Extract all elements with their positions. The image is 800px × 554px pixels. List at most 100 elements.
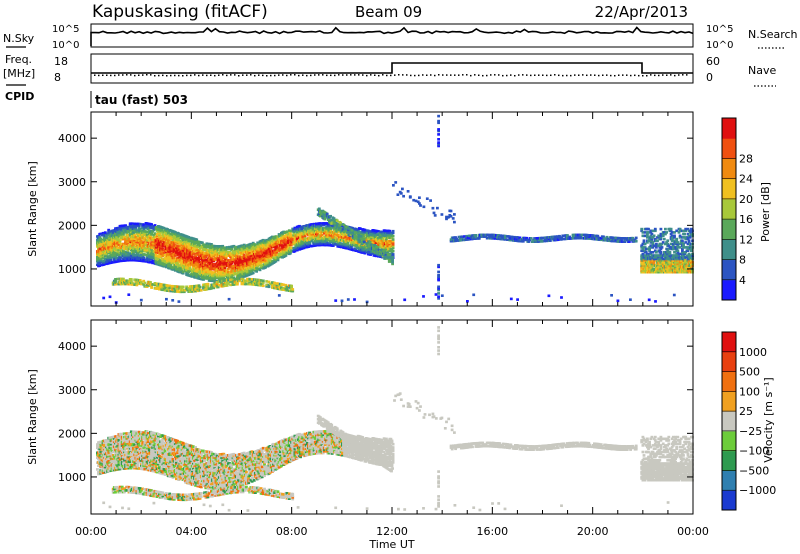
echo-cell bbox=[192, 252, 195, 255]
echo-cell bbox=[126, 249, 130, 252]
nave-dot bbox=[522, 74, 524, 76]
echo-cell bbox=[328, 224, 332, 227]
echo-cell bbox=[142, 244, 146, 248]
echo-cell bbox=[142, 228, 146, 231]
echo-cell bbox=[169, 264, 173, 267]
nave-dot bbox=[142, 74, 144, 76]
echo-cell bbox=[307, 228, 310, 232]
echo-cell bbox=[303, 229, 307, 233]
echo-cell bbox=[122, 277, 125, 281]
nave-dot bbox=[198, 74, 200, 77]
echo-cell bbox=[316, 232, 319, 235]
echo-cell bbox=[147, 247, 151, 251]
nave-dot bbox=[414, 74, 416, 77]
echo-cell bbox=[114, 255, 117, 259]
echo-cell bbox=[198, 247, 202, 251]
echo-cell bbox=[107, 245, 111, 248]
echo-cell bbox=[194, 256, 197, 259]
echo-cell bbox=[176, 263, 179, 266]
echo-cell bbox=[166, 259, 169, 263]
echo-cell bbox=[289, 232, 292, 235]
echo-cell bbox=[232, 283, 236, 286]
echo-cell bbox=[229, 255, 232, 259]
echo-cell bbox=[391, 253, 395, 256]
echo-cell bbox=[198, 265, 202, 269]
echo-cell bbox=[196, 289, 200, 293]
echo-cell bbox=[149, 261, 152, 264]
echo-cell bbox=[211, 272, 214, 276]
echo-cell bbox=[127, 237, 131, 240]
echo-cell bbox=[225, 261, 229, 264]
echo-cell bbox=[344, 245, 348, 248]
echo-cell bbox=[322, 227, 326, 230]
echo-cell bbox=[147, 254, 151, 257]
nave-dot bbox=[410, 74, 412, 77]
echo-cell bbox=[145, 233, 149, 237]
echo-cell bbox=[284, 283, 288, 287]
echo-cell bbox=[284, 240, 288, 244]
echo-cell bbox=[285, 285, 289, 289]
echo-cell bbox=[232, 266, 236, 270]
echo-cell bbox=[135, 244, 139, 247]
echo-cell bbox=[213, 278, 217, 281]
echo-cell bbox=[363, 237, 366, 240]
echo-cell bbox=[205, 254, 209, 257]
echo-cell bbox=[217, 273, 221, 276]
echo-cell bbox=[243, 281, 247, 284]
echo-cell bbox=[202, 271, 205, 275]
echo-cell bbox=[145, 258, 149, 262]
echo-cell bbox=[318, 240, 322, 243]
echo-cell bbox=[147, 259, 151, 262]
echo-cell bbox=[234, 254, 238, 257]
echo-cell bbox=[402, 194, 405, 198]
echo-cell bbox=[117, 254, 121, 258]
nave-dot bbox=[450, 74, 452, 76]
echo-cell bbox=[304, 226, 308, 229]
echo-cell bbox=[277, 285, 281, 289]
nave-dot bbox=[674, 74, 676, 77]
nave-dot bbox=[262, 74, 264, 77]
echo-cell bbox=[133, 224, 137, 227]
echo-cell bbox=[210, 256, 213, 259]
nsky-tick-bottom: 10^0 bbox=[52, 40, 79, 51]
nave-dot bbox=[334, 74, 336, 77]
nave-dot bbox=[602, 74, 604, 76]
echo-cell bbox=[195, 271, 199, 275]
echo-cell bbox=[228, 262, 231, 265]
echo-cell bbox=[341, 237, 344, 241]
echo-cell bbox=[153, 242, 157, 245]
echo-cell bbox=[391, 229, 395, 233]
echo-cell bbox=[115, 240, 118, 243]
echo-cell bbox=[274, 258, 278, 261]
echo-cell bbox=[228, 245, 231, 249]
echo-cell bbox=[132, 258, 135, 262]
nave-dot bbox=[578, 74, 580, 76]
echo-cell bbox=[276, 258, 280, 262]
echo-cell bbox=[164, 285, 168, 289]
echo-cell bbox=[640, 227, 644, 231]
echo-cell bbox=[449, 209, 453, 213]
echo-cell bbox=[166, 257, 169, 261]
nave-dot bbox=[170, 74, 172, 77]
echo-cell bbox=[101, 231, 105, 235]
echo-cell bbox=[171, 259, 175, 263]
echo-cell bbox=[238, 277, 241, 281]
echo-cell bbox=[320, 233, 324, 237]
echo-cell bbox=[132, 242, 135, 245]
echo-cell bbox=[225, 269, 229, 272]
echo-cell bbox=[158, 235, 161, 238]
echo-cell bbox=[204, 243, 208, 247]
echo-cell bbox=[144, 241, 148, 245]
echo-cell bbox=[309, 238, 313, 241]
echo-cell bbox=[202, 273, 205, 276]
nave-dot bbox=[634, 74, 636, 77]
echo-cell bbox=[280, 286, 283, 289]
echo-cell bbox=[224, 251, 228, 254]
echo-cell bbox=[204, 273, 208, 277]
echo-cell bbox=[107, 260, 111, 263]
echo-cell bbox=[295, 248, 299, 252]
echo-cell bbox=[280, 236, 283, 240]
echo-cell bbox=[99, 259, 103, 262]
echo-cell bbox=[269, 247, 273, 251]
echo-cell bbox=[265, 280, 269, 283]
